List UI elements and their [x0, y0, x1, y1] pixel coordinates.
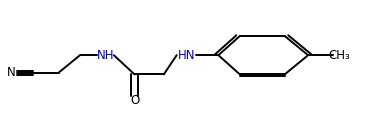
Text: HN: HN — [178, 49, 195, 62]
Text: O: O — [130, 94, 139, 107]
Text: N: N — [7, 66, 16, 79]
Text: CH₃: CH₃ — [328, 49, 350, 62]
Text: NH: NH — [97, 49, 114, 62]
